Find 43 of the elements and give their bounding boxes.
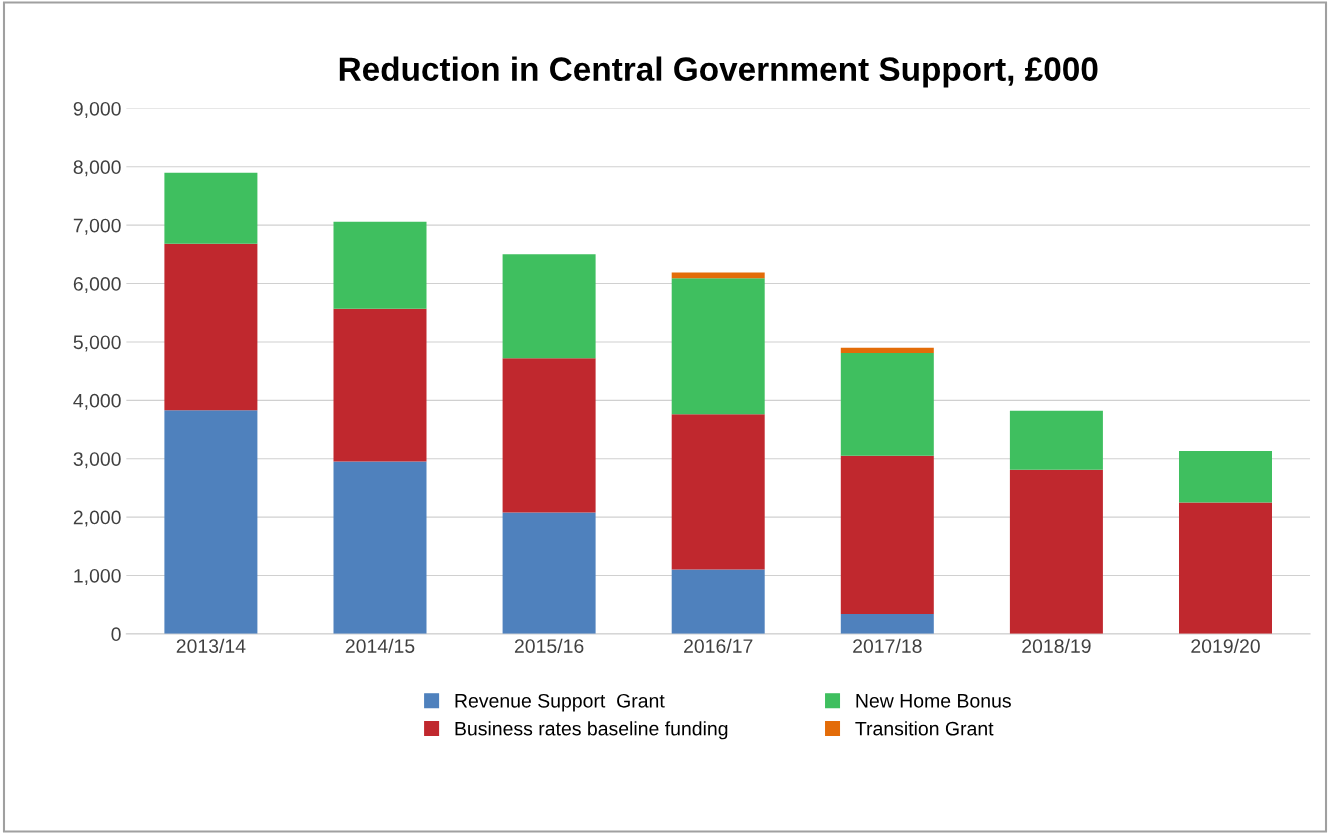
chart-title: Reduction in Central Government Support, £000 bbox=[339, 56, 1098, 88]
bar bbox=[671, 278, 765, 415]
x-tick-label: 2019/20 bbox=[1191, 638, 1260, 653]
y-tick-label: 8,000 bbox=[73, 160, 121, 177]
bar bbox=[333, 221, 427, 309]
bar bbox=[1009, 410, 1103, 470]
y-tick-label: 4,000 bbox=[73, 393, 121, 410]
y-tick-label: 0 bbox=[111, 627, 121, 642]
bar bbox=[164, 172, 258, 244]
bar bbox=[671, 414, 765, 570]
bar bbox=[1179, 451, 1272, 503]
bar bbox=[502, 358, 596, 513]
x-tick-label: 2016/17 bbox=[684, 638, 753, 653]
bar bbox=[840, 353, 934, 456]
y-tick-label: 6,000 bbox=[73, 277, 121, 294]
bar bbox=[840, 347, 934, 354]
bar bbox=[502, 512, 596, 634]
y-tick-label: 2,000 bbox=[73, 510, 121, 527]
bar bbox=[164, 410, 258, 634]
bar bbox=[1179, 502, 1272, 634]
legend-label: Business rates baseline funding bbox=[455, 721, 728, 740]
bar bbox=[164, 243, 258, 411]
legend-label: Revenue Support Grant bbox=[455, 693, 665, 712]
bar bbox=[840, 613, 934, 634]
x-tick-label: 2018/19 bbox=[1022, 638, 1091, 653]
bar bbox=[333, 308, 427, 462]
bar bbox=[671, 569, 765, 634]
x-tick-label: 2014/15 bbox=[345, 638, 415, 653]
bar bbox=[502, 254, 596, 359]
y-tick-label: 5,000 bbox=[73, 335, 121, 352]
y-tick-label: 3,000 bbox=[73, 452, 121, 469]
bar bbox=[840, 455, 934, 614]
y-tick-label: 9,000 bbox=[73, 101, 121, 118]
y-tick-label: 7,000 bbox=[73, 218, 121, 235]
x-tick-label: 2015/16 bbox=[514, 638, 584, 653]
legend-label: New Home Bonus bbox=[856, 694, 1011, 708]
y-tick-label: 1,000 bbox=[74, 568, 121, 585]
bar bbox=[671, 272, 765, 279]
bar bbox=[1009, 469, 1103, 634]
x-tick-label: 2017/18 bbox=[853, 638, 922, 653]
bar bbox=[333, 461, 427, 634]
x-tick-label: 2013/14 bbox=[176, 638, 246, 653]
legend-label: Transition Grant bbox=[855, 721, 994, 736]
